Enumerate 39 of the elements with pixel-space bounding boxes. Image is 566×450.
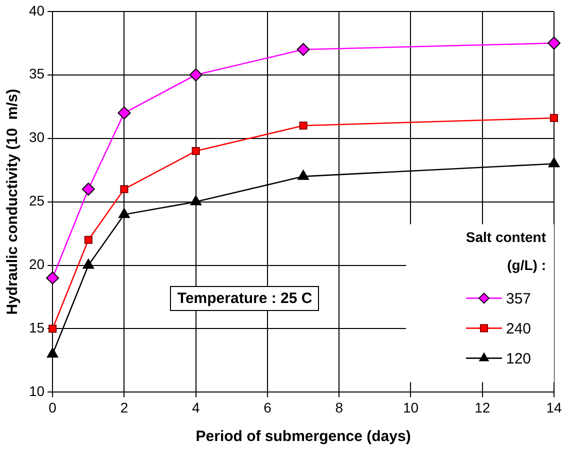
x-tick-label: 12 bbox=[474, 399, 490, 416]
legend-title: Salt content (g/L) : bbox=[466, 229, 546, 274]
y-axis-title: Hydraulic conductivity (10 m/s) bbox=[4, 88, 22, 315]
point bbox=[118, 106, 131, 120]
x-tick-label: 0 bbox=[48, 399, 57, 416]
point bbox=[46, 348, 58, 358]
point bbox=[84, 236, 92, 244]
point bbox=[46, 271, 60, 284]
point bbox=[299, 122, 308, 130]
point bbox=[189, 68, 202, 82]
legend-label: 240 bbox=[506, 320, 532, 338]
legend-label: 120 bbox=[506, 350, 532, 368]
legend-label: 357 bbox=[506, 290, 532, 308]
point bbox=[296, 42, 310, 56]
annotation: Temperature : 25 C bbox=[170, 286, 320, 311]
point bbox=[192, 146, 200, 156]
x-tick-label: 10 bbox=[402, 399, 419, 416]
y-tick-label: 20 bbox=[28, 256, 45, 272]
y-tick-label: 25 bbox=[28, 192, 45, 209]
y-tick-label: 35 bbox=[28, 66, 45, 82]
point bbox=[82, 182, 95, 196]
point bbox=[120, 185, 128, 194]
y-tick-label: 10 bbox=[28, 383, 45, 400]
y-tick-label: 15 bbox=[28, 320, 45, 336]
point bbox=[548, 36, 560, 50]
point bbox=[550, 114, 558, 122]
point bbox=[190, 195, 202, 206]
x-tick-label: 8 bbox=[335, 399, 344, 416]
x-axis-title: Period of submergence (days) bbox=[196, 428, 411, 446]
point bbox=[548, 157, 560, 168]
x-tick-label: 14 bbox=[546, 399, 562, 416]
x-tick-label: 6 bbox=[264, 399, 272, 416]
point bbox=[118, 208, 130, 218]
x-tick-label: 2 bbox=[120, 399, 128, 416]
y-tick-label: 40 bbox=[28, 2, 45, 18]
point bbox=[298, 170, 309, 180]
x-tick-label: 4 bbox=[192, 399, 200, 416]
point bbox=[82, 258, 94, 269]
y-tick-label: 30 bbox=[28, 129, 45, 146]
